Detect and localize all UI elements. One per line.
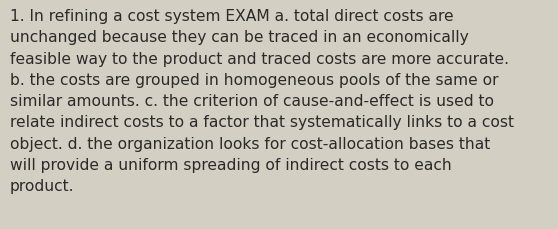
Text: 1. In refining a cost system EXAM a. total direct costs are
unchanged because th: 1. In refining a cost system EXAM a. tot… bbox=[10, 9, 514, 193]
